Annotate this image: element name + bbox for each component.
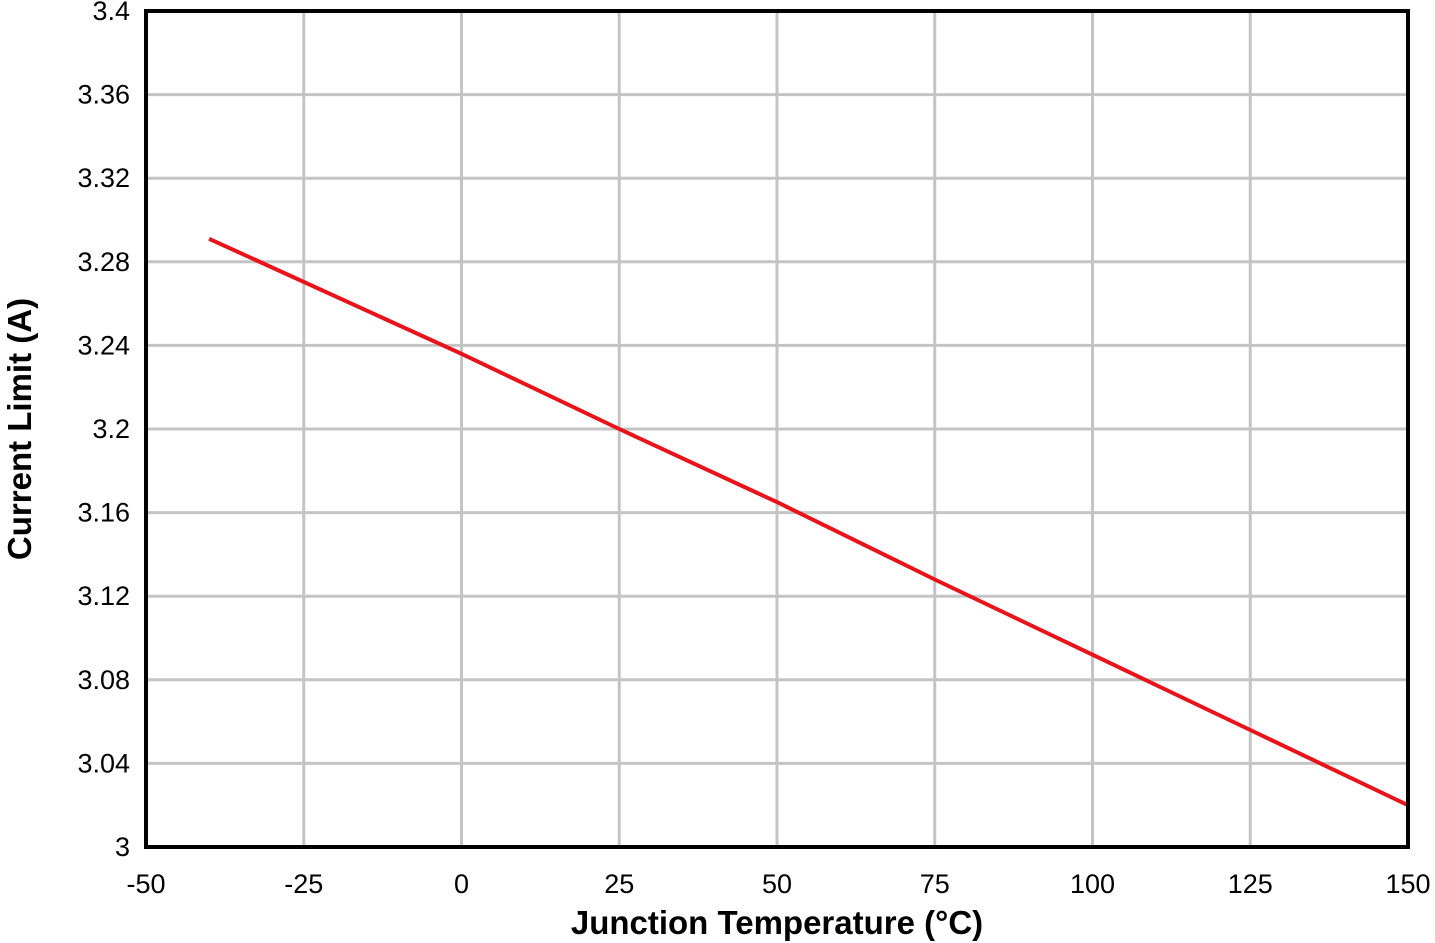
- y-tick-label: 3.12: [77, 581, 130, 611]
- y-tick-label: 3.4: [92, 0, 130, 26]
- y-tick-label: 3: [115, 832, 130, 862]
- x-tick-label: 0: [454, 869, 469, 899]
- grid-lines: [144, 9, 1410, 849]
- y-tick-label: 3.28: [77, 247, 130, 277]
- y-tick-label: 3.08: [77, 665, 130, 695]
- x-tick-label: 50: [762, 869, 792, 899]
- plot-area-frame: [144, 9, 1410, 849]
- y-tick-label: 3.32: [77, 163, 130, 193]
- y-tick-label: 3.2: [92, 414, 130, 444]
- y-tick-label: 3.24: [77, 330, 130, 360]
- x-tick-label: 150: [1385, 869, 1430, 899]
- y-tick-label: 3.16: [77, 498, 130, 528]
- y-tick-label: 3.04: [77, 748, 130, 778]
- y-axis-title: Current Limit (A): [1, 298, 38, 560]
- x-tick-label: 100: [1070, 869, 1115, 899]
- x-tick-label: -50: [126, 869, 165, 899]
- x-tick-label: 25: [604, 869, 634, 899]
- series-group: [208, 236, 1409, 808]
- series-line: [208, 236, 1409, 808]
- x-axis-tick-labels: -50 -25 0 25 50 75 100 125 150: [126, 869, 1430, 899]
- x-tick-label: 75: [920, 869, 950, 899]
- x-tick-label: 125: [1228, 869, 1273, 899]
- x-tick-label: -25: [284, 869, 323, 899]
- x-axis-title: Junction Temperature (°C): [571, 904, 983, 941]
- y-tick-label: 3.36: [77, 80, 130, 110]
- y-axis-tick-labels: 3 3.04 3.08 3.12 3.16 3.2 3.24 3.28 3.32 3.36 3.4: [77, 0, 130, 862]
